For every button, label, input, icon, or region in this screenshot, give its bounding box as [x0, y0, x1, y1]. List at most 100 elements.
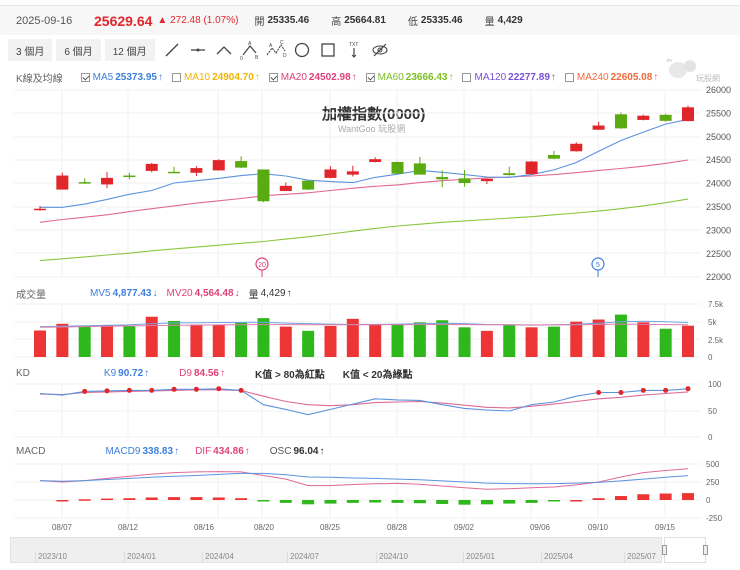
volume-bar[interactable] [212, 324, 225, 357]
angle-tool-icon[interactable] [211, 39, 237, 61]
ma20-toggle[interactable]: MA20 24502.98 ↑ [268, 72, 357, 83]
candle[interactable] [570, 143, 583, 152]
volume-bar[interactable] [570, 321, 583, 357]
kline-legend-title: K線及均線 [16, 74, 63, 85]
kd-signal-dot [663, 387, 669, 393]
range-navigator[interactable]: 2023/10 2024/01 2024/04 2024/07 2024/10 2025/… [10, 537, 708, 563]
volume-bar[interactable] [682, 325, 694, 357]
candle[interactable] [34, 208, 46, 211]
volume-bar[interactable] [659, 328, 672, 357]
candle[interactable] [436, 176, 449, 180]
candle[interactable] [78, 182, 91, 184]
svg-text:C: C [280, 40, 284, 46]
candle[interactable] [614, 114, 627, 129]
volume-bar[interactable] [235, 322, 248, 357]
horizontal-line-tool-icon[interactable] [185, 39, 211, 61]
volume-bar[interactable] [413, 322, 426, 357]
volume-bar[interactable] [145, 316, 158, 357]
rectangle-tool-icon[interactable] [315, 39, 341, 61]
candle[interactable] [659, 114, 672, 121]
volume-bar[interactable] [480, 330, 493, 357]
volume-bar[interactable] [637, 322, 650, 357]
volume-bar[interactable] [34, 330, 46, 358]
ma240-toggle[interactable]: MA240 22605.08 ↑ [564, 72, 658, 83]
event-marker[interactable] [255, 257, 269, 271]
ma60-toggle[interactable]: MA60 23666.43 ↑ [365, 72, 453, 83]
volume-bar[interactable] [525, 327, 538, 357]
abc-pattern-tool-icon[interactable]: A 0 B [237, 39, 263, 61]
navigator-handle-right[interactable] [703, 545, 708, 555]
text-tool-icon[interactable]: TXT [341, 39, 367, 61]
candle[interactable] [637, 115, 650, 120]
volume-bar[interactable] [279, 326, 292, 357]
navigator-selection[interactable] [664, 537, 706, 563]
ma60-checkbox[interactable] [365, 73, 375, 82]
volume-bar[interactable] [547, 326, 560, 357]
range-12m-button[interactable]: 12 個月 [104, 39, 155, 61]
candle[interactable] [369, 159, 382, 162]
candle[interactable] [525, 161, 538, 175]
ma5-checkbox[interactable] [80, 73, 90, 82]
candle[interactable] [145, 163, 158, 171]
candle[interactable] [302, 180, 315, 190]
candle[interactable] [101, 177, 114, 185]
volume-bar[interactable] [78, 325, 91, 357]
candle[interactable] [279, 185, 292, 191]
volume-bar[interactable] [346, 318, 359, 357]
candle[interactable] [346, 171, 359, 175]
ma20-checkbox[interactable] [268, 73, 278, 82]
candle[interactable] [458, 178, 471, 184]
volume-legend: 成交量 MV5 4,877.43 ↓ MV20 4,564.48 ↓ 量 4,429 ↑ [16, 286, 301, 301]
x-axis-tick: 08/20 [254, 523, 275, 532]
candle[interactable] [682, 107, 694, 122]
volume-bar[interactable] [614, 314, 627, 357]
candle[interactable] [547, 154, 560, 159]
range-6m-button[interactable]: 6 個月 [56, 39, 101, 61]
candle[interactable] [413, 163, 426, 175]
hide-drawings-icon[interactable] [367, 39, 393, 61]
mv5-value: 4,877.43 [112, 288, 152, 299]
candle[interactable] [56, 175, 69, 190]
vol-label: 量 [248, 290, 259, 301]
ma240-checkbox[interactable] [564, 73, 574, 82]
ma5-toggle[interactable]: MA5 25373.95 ↑ [80, 72, 163, 83]
candle[interactable] [212, 160, 225, 171]
volume-bar[interactable] [369, 324, 382, 357]
candle[interactable] [480, 178, 493, 182]
candle[interactable] [592, 125, 605, 130]
candle[interactable] [391, 161, 404, 174]
volume-bar[interactable] [458, 327, 471, 357]
volume-bar[interactable] [503, 325, 516, 357]
candle[interactable] [324, 169, 337, 178]
volume-bar[interactable] [101, 325, 114, 357]
volume-bar[interactable] [302, 330, 315, 357]
volume-bar[interactable] [257, 318, 270, 357]
volume-bar[interactable] [123, 325, 136, 357]
range-3m-button[interactable]: 3 個月 [8, 39, 53, 61]
ma10-checkbox[interactable] [171, 73, 181, 82]
volume-bar[interactable] [324, 325, 337, 357]
candle[interactable] [168, 171, 181, 174]
ma120-toggle[interactable]: MA120 22277.89 ↑ [462, 72, 556, 83]
candle[interactable] [503, 173, 516, 176]
ma10-toggle[interactable]: MA10 24904.70 ↑ [171, 72, 260, 83]
volume-bar[interactable] [168, 320, 181, 357]
circle-tool-icon[interactable] [289, 39, 315, 61]
line-tool-icon[interactable] [159, 39, 185, 61]
volume-bar[interactable] [391, 324, 404, 357]
kd-signal-dot [216, 386, 222, 392]
chart-plot-area[interactable]: 2600025500250002450024000235002300022500… [0, 0, 740, 540]
volume-bar[interactable] [56, 323, 69, 357]
navigator-label: 2025/04 [541, 551, 573, 563]
volume-bar[interactable] [592, 319, 605, 357]
candle[interactable] [190, 168, 203, 173]
abcd-pattern-tool-icon[interactable]: A C D [263, 39, 289, 61]
volume-bar[interactable] [436, 320, 449, 357]
candle[interactable] [235, 161, 248, 168]
candle[interactable] [257, 169, 270, 202]
candle[interactable] [123, 175, 136, 178]
ma120-checkbox[interactable] [462, 73, 472, 82]
event-marker[interactable] [591, 257, 605, 271]
navigator-handle-left[interactable] [662, 545, 667, 555]
volume-bar[interactable] [190, 324, 203, 357]
